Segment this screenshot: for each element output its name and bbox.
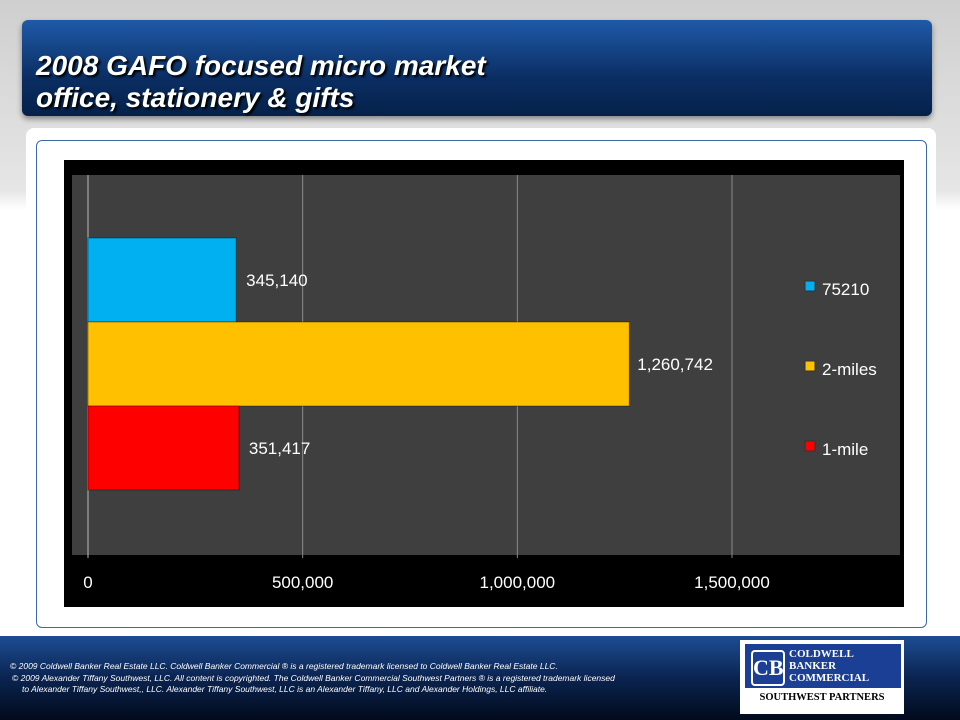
footer-line-3: to Alexander Tiffany Southwest,, LLC. Al… bbox=[22, 684, 548, 694]
bar-chart: 0 500,000 1,000,000 1,500,000 345,140 1,260,7… bbox=[64, 160, 904, 607]
title-line-1: 2008 GAFO focused micro market bbox=[36, 50, 486, 81]
legend-label: 75210 bbox=[822, 280, 869, 299]
legend-label: 1-mile bbox=[822, 440, 868, 459]
x-tick-label: 1,500,000 bbox=[694, 573, 770, 592]
data-label: 351,417 bbox=[249, 439, 310, 458]
bar-1-mile bbox=[87, 405, 240, 491]
title-bar: 2008 GAFO focused micro market office, s… bbox=[22, 20, 932, 116]
legend-swatch bbox=[804, 360, 816, 372]
x-tick-label: 0 bbox=[83, 573, 92, 592]
title-line-2: office, stationery & gifts bbox=[36, 82, 355, 113]
x-tick-label: 1,000,000 bbox=[480, 573, 556, 592]
footer-line-1: © 2009 Coldwell Banker Real Estate LLC. … bbox=[10, 661, 558, 671]
footer-line-2: © 2009 Alexander Tiffany Southwest, LLC.… bbox=[12, 673, 615, 683]
slide-title: 2008 GAFO focused micro market office, s… bbox=[36, 50, 486, 114]
data-label: 345,140 bbox=[246, 271, 307, 290]
content-frame bbox=[36, 140, 927, 628]
legend-swatch bbox=[804, 440, 816, 452]
bar-75210 bbox=[87, 237, 237, 323]
company-logo: CB COLDWELL BANKER COMMERCIAL SOUTHWEST PAR… bbox=[740, 640, 904, 714]
legend-swatch bbox=[804, 280, 816, 292]
logo-subtitle: SOUTHWEST PARTNERS bbox=[759, 692, 885, 703]
bar-2-miles bbox=[87, 321, 630, 407]
x-tick-label: 500,000 bbox=[272, 573, 333, 592]
legend-label: 2-miles bbox=[822, 360, 877, 379]
data-label: 1,260,742 bbox=[637, 355, 713, 374]
